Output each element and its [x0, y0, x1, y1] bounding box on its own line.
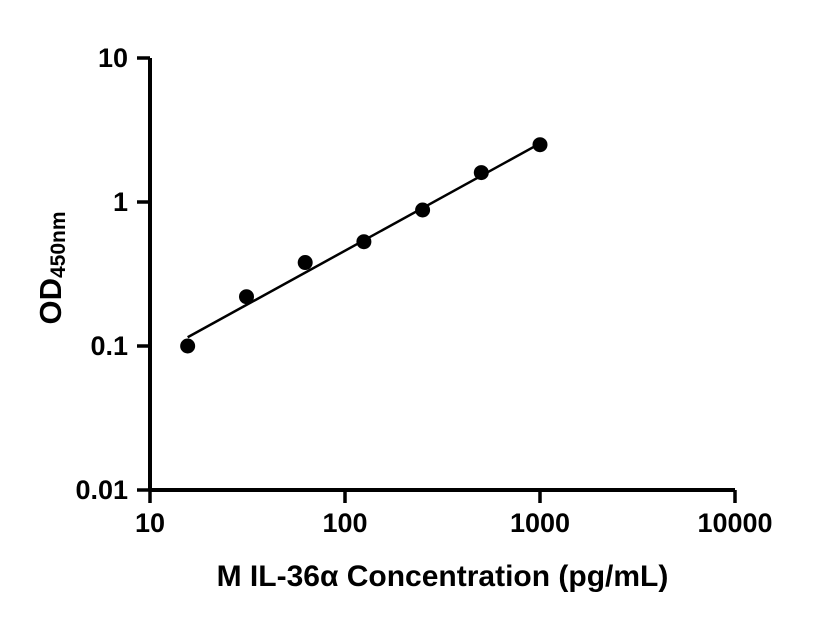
- data-point: [238, 289, 254, 305]
- data-point: [415, 202, 431, 218]
- x-axis-tick-label: 100: [322, 508, 367, 538]
- data-point: [356, 234, 372, 250]
- x-axis-tick-label: 10000: [697, 508, 772, 538]
- y-axis-tick-label: 10: [98, 43, 128, 73]
- y-axis-tick-label: 0.1: [90, 331, 128, 361]
- data-point: [180, 338, 196, 354]
- y-axis-tick-label: 0.01: [75, 475, 128, 505]
- data-point: [473, 165, 489, 181]
- y-axis-tick-label: 1: [113, 187, 128, 217]
- x-axis-tick-label: 1000: [510, 508, 570, 538]
- data-point: [297, 255, 313, 271]
- y-axis-title-main: OD: [33, 278, 68, 325]
- y-axis-title-subscript: 450nm: [47, 211, 70, 279]
- y-axis-title: OD450nm: [33, 211, 71, 324]
- x-axis-tick-label: 10: [135, 508, 165, 538]
- data-point: [532, 137, 548, 153]
- x-axis-title: M IL-36α Concentration (pg/mL): [216, 560, 669, 593]
